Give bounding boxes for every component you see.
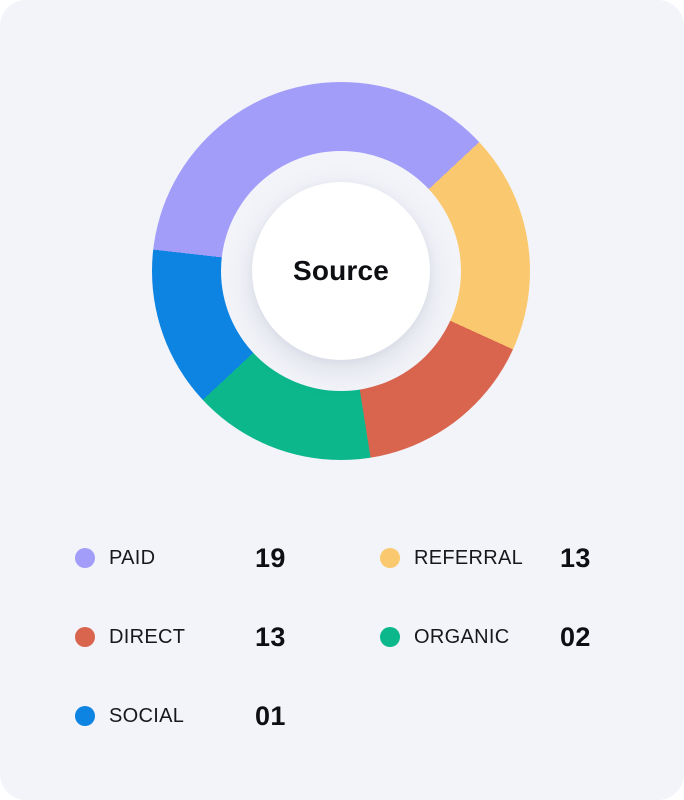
- legend-item-social[interactable]: SOCIAL 01: [75, 700, 380, 731]
- legend-item-referral[interactable]: REFERRAL 13: [380, 542, 684, 573]
- legend-item-direct[interactable]: DIRECT 13: [75, 621, 380, 652]
- direct-color-dot-icon: [75, 627, 95, 647]
- legend-value: 13: [255, 621, 286, 652]
- organic-color-dot-icon: [380, 627, 400, 647]
- chart-center-label: Source: [292, 255, 390, 286]
- donut-ring[interactable]: Source: [152, 82, 530, 460]
- legend-value: 02: [560, 621, 591, 652]
- social-color-dot-icon: [75, 706, 95, 726]
- legend-value: 01: [255, 700, 286, 731]
- legend-item-paid[interactable]: PAID 19: [75, 542, 380, 573]
- legend-label: PAID: [109, 546, 156, 569]
- legend-value: 19: [255, 542, 286, 573]
- chart-legend: PAID 19 REFERRAL 13 DIRECT 13 ORGANIC 02: [75, 542, 684, 731]
- legend-label: DIRECT: [109, 625, 186, 648]
- legend-value: 13: [560, 542, 591, 573]
- legend-label: SOCIAL: [109, 704, 185, 727]
- legend-label: REFERRAL: [414, 546, 524, 569]
- paid-color-dot-icon: [75, 548, 95, 568]
- legend-item-organic[interactable]: ORGANIC 02: [380, 621, 684, 652]
- legend-label: ORGANIC: [414, 625, 510, 648]
- donut-hole: Source: [252, 182, 430, 360]
- referral-color-dot-icon: [380, 548, 400, 568]
